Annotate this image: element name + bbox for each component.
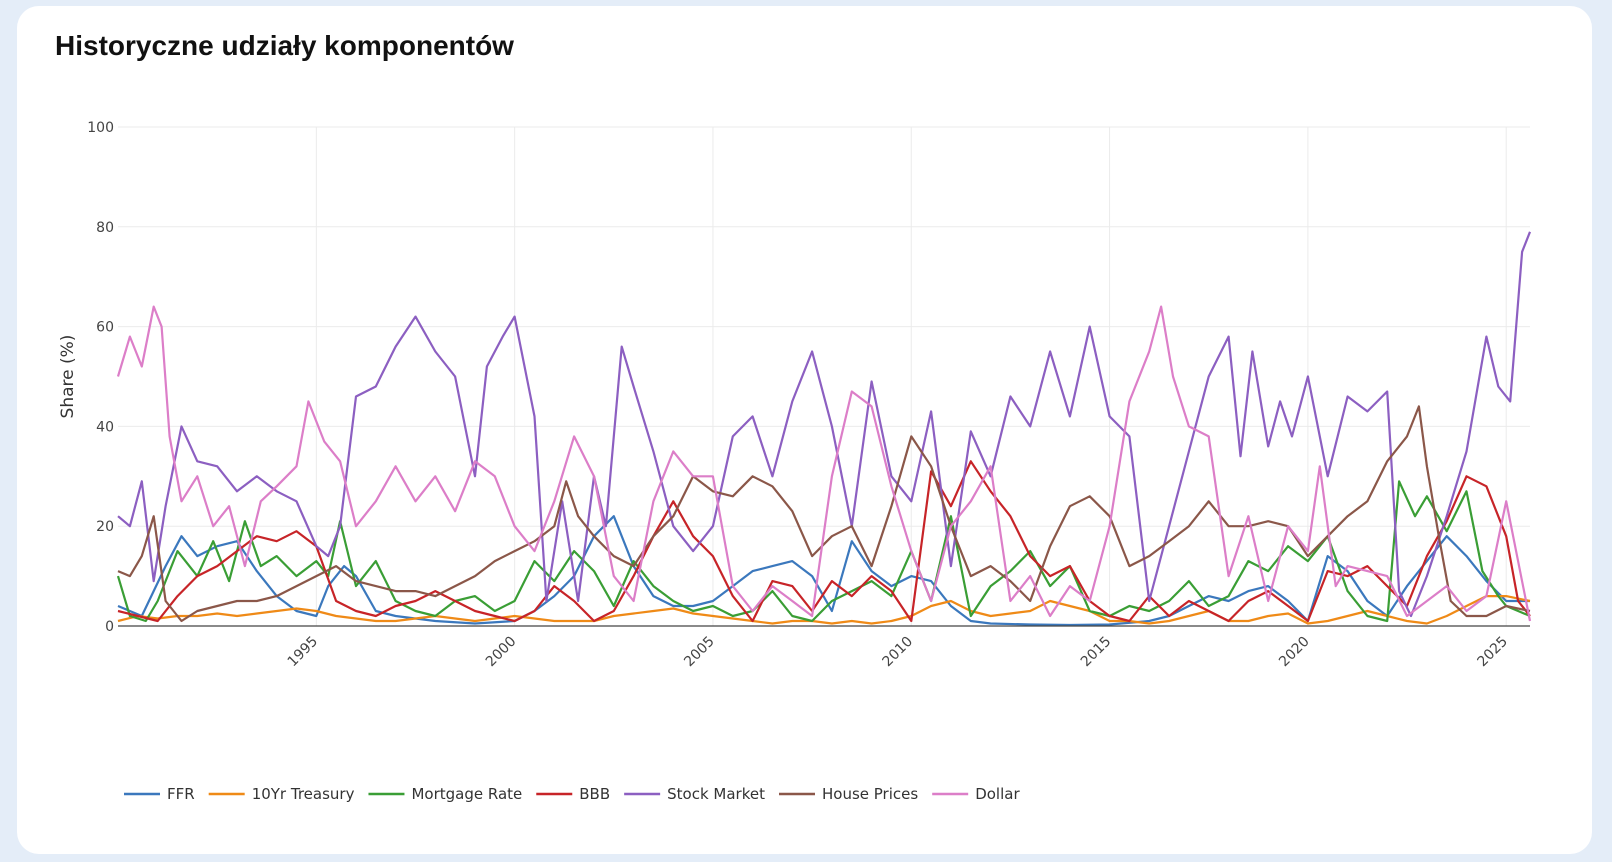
legend-label: Mortgage Rate <box>411 785 522 803</box>
legend-label: House Prices <box>822 785 918 803</box>
x-tick-label: 2025 <box>1475 634 1512 671</box>
y-tick-label: 100 <box>87 120 114 136</box>
x-tick-label: 2010 <box>880 634 917 671</box>
x-tick-label: 2000 <box>483 634 520 671</box>
chart-card: Historyczne udziały komponentów <box>17 6 1592 854</box>
legend-item-10yr-treasury[interactable]: 10Yr Treasury <box>208 785 355 803</box>
y-tick-label: 20 <box>96 519 114 535</box>
x-tick-label: 2015 <box>1078 634 1115 671</box>
x-tick-label: 2020 <box>1276 634 1313 671</box>
legend-label: 10Yr Treasury <box>252 785 355 803</box>
y-axis-title: Share (%) <box>58 335 78 419</box>
y-tick-label: 80 <box>96 220 114 236</box>
series-line-bbb <box>117 460 1531 623</box>
chart-series <box>116 231 1532 627</box>
legend-label: Dollar <box>975 785 1020 803</box>
series-line-dollar <box>116 305 1532 622</box>
legend-item-house-prices[interactable]: House Prices <box>779 785 918 803</box>
legend-item-bbb[interactable]: BBB <box>536 785 610 803</box>
y-tick-label: 40 <box>96 419 114 435</box>
legend-item-stock-market[interactable]: Stock Market <box>624 785 765 803</box>
y-tick-label: 60 <box>96 320 114 336</box>
x-tick-label: 2005 <box>681 634 718 671</box>
x-axis-ticks: 1995 2000 2005 2010 2015 2020 2025 <box>285 634 1511 671</box>
page-title: Historyczne udziały komponentów <box>55 30 514 61</box>
y-axis-ticks: 0 20 40 60 80 100 <box>87 120 114 635</box>
legend-item-ffr[interactable]: FFR <box>124 785 195 803</box>
chart-grid <box>118 126 1530 626</box>
legend-label: FFR <box>167 785 195 803</box>
x-tick-label: 1995 <box>285 634 322 671</box>
legend-label: Stock Market <box>667 785 765 803</box>
legend-label: BBB <box>579 785 610 803</box>
series-line-10yr-treasury <box>117 595 1531 625</box>
y-tick-label: 0 <box>105 619 114 635</box>
legend-item-dollar[interactable]: Dollar <box>932 785 1020 803</box>
chart-legend[interactable]: FFR 10Yr Treasury Mortgage Rate BBB Stock Ma… <box>124 785 1020 803</box>
series-line-house-prices <box>117 405 1531 623</box>
legend-item-mortgage-rate[interactable]: Mortgage Rate <box>368 785 522 803</box>
series-line-stock-market <box>117 231 1532 618</box>
